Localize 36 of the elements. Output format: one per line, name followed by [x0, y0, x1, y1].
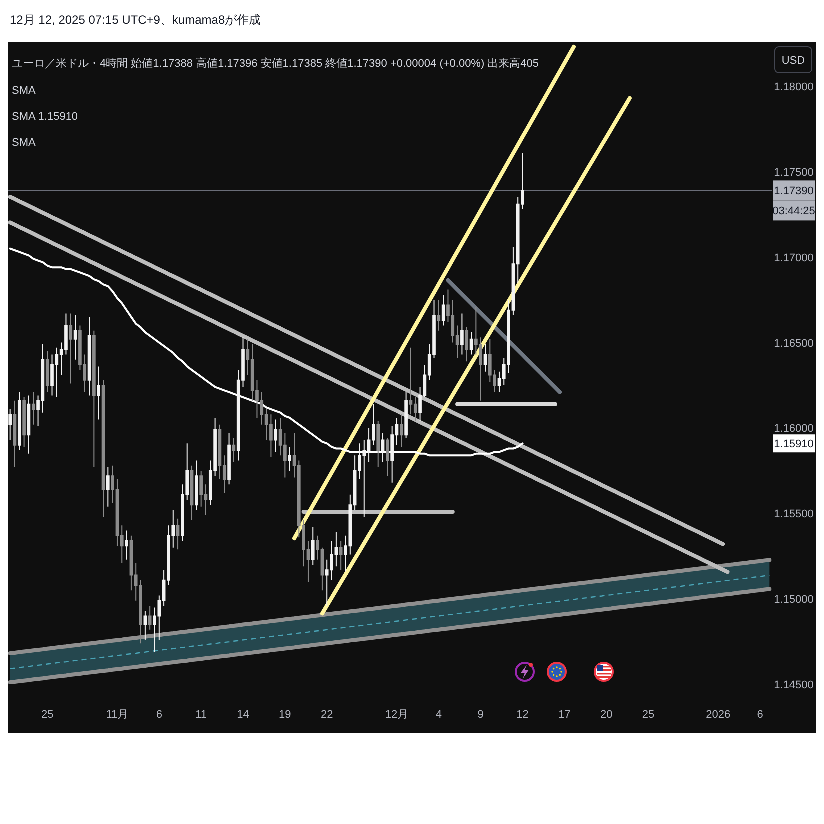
x-tick-label: 17	[558, 709, 571, 721]
x-tick-label: 2026	[706, 709, 731, 721]
title: ユーロ／米ドル・4時間 始値1.17388 高値1.17396 安値1.17385 終値1.17390 +0.00004 (+0.00%) 出来高405	[12, 58, 540, 70]
y-tick-label: 1.15500	[774, 508, 814, 521]
y-tick-label: 1.17000	[774, 252, 814, 264]
annotation: 1.15910	[774, 438, 814, 451]
x-tick-label: 12	[516, 709, 529, 721]
x-tick-label: 25	[642, 709, 655, 721]
ref-line-label: 1.17390	[774, 186, 814, 198]
x-tick-label: 11月	[106, 709, 129, 721]
annotation: 03:44:25	[772, 200, 816, 221]
x-tick-label: 11	[196, 709, 208, 721]
x-tick-label: 22	[320, 709, 334, 721]
x-tick-label: 4	[436, 709, 442, 721]
y-tick-label: 1.16000	[774, 423, 814, 436]
y-tick-label: 1.18000	[774, 81, 814, 94]
y-tick-label: 1.16500	[774, 338, 814, 350]
x-tick-label: 14	[237, 709, 250, 721]
annotation: SMA	[12, 137, 36, 149]
ref-label: 1.17390	[773, 180, 815, 201]
x-tick-label: 25	[41, 709, 54, 721]
x-tick-label: 19	[279, 709, 292, 721]
y-axis-title: USD	[774, 46, 812, 74]
x-tick-label: 12月	[385, 709, 409, 721]
x-tick-label: 20	[600, 709, 613, 721]
x-tick-label: 6	[156, 709, 162, 721]
annotation: SMA	[12, 85, 36, 97]
annotation: 12月 12, 2025 07:15 UTC+9、kumama8が作成	[10, 13, 262, 27]
annotation: SMA 1.15910	[12, 111, 78, 123]
x-tick-label: 6	[757, 709, 764, 721]
y-axis-title: USD	[782, 55, 806, 67]
annotation: 1.15910	[773, 434, 815, 453]
y-tick-label: 1.14500	[774, 680, 814, 692]
x-tick-label: 9	[478, 709, 484, 721]
y-tick-label: 1.17500	[774, 166, 814, 179]
y-tick-label: 1.15000	[774, 594, 814, 606]
